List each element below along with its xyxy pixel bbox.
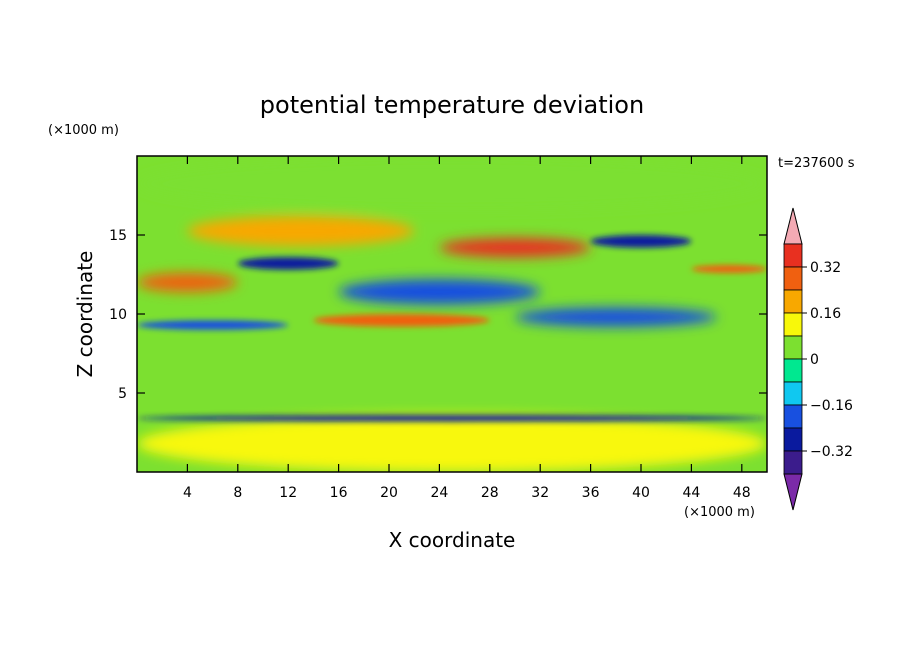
heatmap-field — [137, 156, 767, 472]
colorbar-segment — [783, 450, 803, 475]
colorbar-label: 0.16 — [810, 306, 841, 322]
x-tick-label: 32 — [531, 485, 549, 501]
heatmap-band — [313, 314, 490, 327]
x-tick-label: 40 — [632, 485, 650, 501]
colorbar-label: −0.16 — [810, 398, 853, 414]
heatmap-band — [515, 307, 717, 327]
x-ticks: 4 8 12 16 20 24 28 32 36 40 44 48 — [183, 156, 751, 501]
x-tick-label: 44 — [682, 485, 700, 501]
colorbar-label: −0.32 — [810, 444, 853, 460]
heatmap-band — [137, 415, 767, 422]
x-unit-label: (×1000 m) — [684, 505, 755, 520]
heatmap-band — [439, 238, 591, 258]
y-tick-label: 5 — [118, 386, 127, 402]
heatmap-band — [137, 272, 238, 292]
colorbar-bottom-triangle — [783, 473, 803, 511]
colorbar-segment — [783, 358, 803, 383]
colorbar-segment — [783, 312, 803, 337]
y-ticks: 5 10 15 — [109, 228, 767, 402]
y-tick-label: 15 — [109, 228, 127, 244]
colorbar-top-triangle — [783, 207, 803, 245]
x-axis-label: X coordinate — [389, 528, 516, 552]
heatmap-band — [137, 415, 767, 472]
x-tick-label: 12 — [279, 485, 297, 501]
time-label: t=237600 s — [778, 156, 855, 171]
heatmap-band — [338, 279, 541, 305]
heatmap-band — [137, 320, 289, 330]
heatmap-band — [137, 156, 767, 212]
colorbar-segment — [783, 335, 803, 360]
colorbar-segment — [783, 381, 803, 406]
x-tick-label: 36 — [582, 485, 600, 501]
heatmap-band — [187, 216, 415, 247]
colorbar-label: 0.32 — [810, 260, 841, 276]
colorbar-segment — [783, 243, 803, 268]
x-tick-label: 8 — [233, 485, 242, 501]
colorbar-segment — [783, 289, 803, 314]
y-unit-label: (×1000 m) — [48, 123, 119, 138]
x-tick-label: 24 — [430, 485, 448, 501]
colorbar-segment — [783, 266, 803, 291]
x-tick-label: 16 — [330, 485, 348, 501]
x-tick-label: 4 — [183, 485, 192, 501]
colorbar-segment — [783, 404, 803, 429]
heatmap-band — [237, 257, 339, 270]
colorbar: 0.32 0.16 0 −0.16 −0.32 — [783, 207, 853, 511]
chart-title: potential temperature deviation — [260, 91, 644, 119]
x-tick-label: 20 — [380, 485, 398, 501]
x-tick-label: 28 — [481, 485, 499, 501]
heatmap-band — [590, 235, 692, 248]
y-axis-label: Z coordinate — [73, 251, 97, 378]
colorbar-segment — [783, 427, 803, 452]
colorbar-label: 0 — [810, 352, 819, 368]
x-tick-label: 48 — [733, 485, 751, 501]
heatmap-band — [691, 265, 767, 273]
y-tick-label: 10 — [109, 307, 127, 323]
